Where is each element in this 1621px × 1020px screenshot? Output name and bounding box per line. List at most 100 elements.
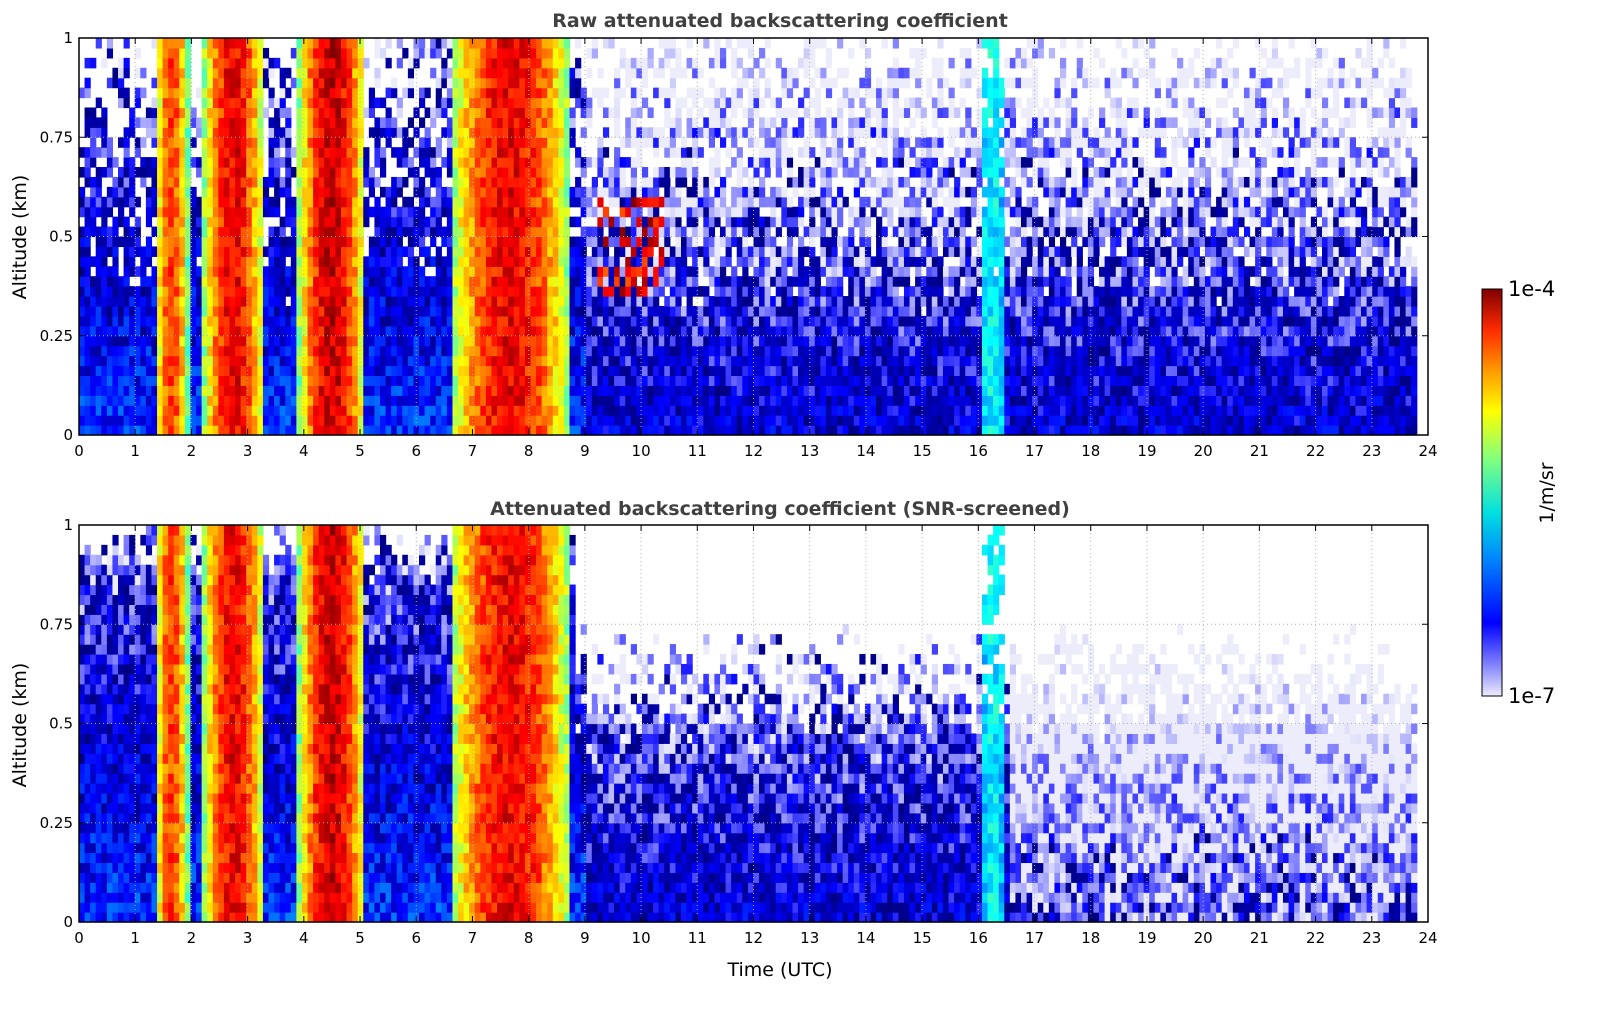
heatmap-cell xyxy=(714,97,721,109)
heatmap-cell xyxy=(268,147,275,158)
heatmap-cell xyxy=(396,395,403,406)
heatmap-cell xyxy=(547,206,554,218)
heatmap-cell xyxy=(129,425,136,436)
heatmap-cell xyxy=(240,355,247,367)
heatmap-cell xyxy=(352,38,359,49)
heatmap-cell xyxy=(636,256,643,267)
heatmap-cell xyxy=(630,335,637,347)
heatmap-cell xyxy=(313,147,320,158)
heatmap-cell xyxy=(340,425,348,436)
heatmap-cell xyxy=(853,425,860,436)
heatmap-cell xyxy=(201,167,208,178)
heatmap-cell xyxy=(162,315,169,327)
heatmap-cell xyxy=(173,97,180,109)
heatmap-cell xyxy=(123,266,130,277)
heatmap-cell xyxy=(424,147,431,158)
heatmap-cell xyxy=(524,296,532,307)
heatmap-cell xyxy=(636,395,643,406)
heatmap-cell xyxy=(742,375,749,386)
heatmap-cell xyxy=(519,335,526,347)
heatmap-cell xyxy=(435,405,442,416)
heatmap-cell xyxy=(736,176,743,188)
heatmap-cell xyxy=(563,147,571,158)
heatmap-cell xyxy=(318,395,325,406)
heatmap-cell xyxy=(385,236,392,248)
heatmap-cell xyxy=(664,176,671,188)
heatmap-cell xyxy=(876,107,883,118)
heatmap-cell xyxy=(301,117,309,128)
heatmap-cell xyxy=(820,405,827,416)
heatmap-cell xyxy=(597,286,604,297)
heatmap-cell xyxy=(262,67,270,79)
heatmap-cell xyxy=(184,395,192,406)
heatmap-cell xyxy=(274,196,281,208)
heatmap-cell xyxy=(524,266,532,277)
heatmap-cell xyxy=(619,57,626,69)
heatmap-cell xyxy=(653,345,660,357)
heatmap-cell xyxy=(798,216,805,228)
heatmap-cell xyxy=(552,355,559,367)
heatmap-cell xyxy=(184,425,192,436)
heatmap-cell xyxy=(173,345,180,357)
heatmap-cell xyxy=(296,315,303,327)
heatmap-cell xyxy=(569,186,576,198)
heatmap-cell xyxy=(391,87,398,99)
heatmap-cell xyxy=(396,226,403,238)
heatmap-cell xyxy=(770,186,777,198)
heatmap-cell xyxy=(647,266,654,277)
heatmap-cell xyxy=(502,296,509,307)
heatmap-cell xyxy=(106,296,114,307)
heatmap-cell xyxy=(374,47,381,59)
heatmap-cell xyxy=(558,117,565,128)
heatmap-cell xyxy=(708,117,716,128)
heatmap-cell xyxy=(262,395,270,406)
heatmap-cell xyxy=(168,405,175,416)
heatmap-cell xyxy=(558,47,565,59)
heatmap-cell xyxy=(619,236,626,248)
heatmap-cell xyxy=(859,127,866,138)
heatmap-cell xyxy=(519,216,526,228)
heatmap-cell xyxy=(625,415,632,426)
heatmap-cell xyxy=(536,38,543,49)
heatmap-cell xyxy=(168,266,175,277)
heatmap-cell xyxy=(697,246,704,257)
heatmap-cell xyxy=(79,296,86,307)
heatmap-cell xyxy=(714,87,721,99)
heatmap-cell xyxy=(229,425,236,436)
heatmap-cell xyxy=(380,395,387,406)
heatmap-cell xyxy=(463,226,470,238)
heatmap-cell xyxy=(781,256,788,267)
heatmap-cell xyxy=(536,87,543,99)
heatmap-cell xyxy=(575,345,582,357)
heatmap-cell xyxy=(508,117,515,128)
heatmap-cell xyxy=(318,296,325,307)
heatmap-cell xyxy=(157,335,164,347)
heatmap-cell xyxy=(485,186,493,198)
heatmap-cell xyxy=(569,246,576,257)
heatmap-cell xyxy=(307,266,314,277)
heatmap-cell xyxy=(552,415,559,426)
heatmap-cell xyxy=(680,206,688,218)
heatmap-cell xyxy=(301,107,309,118)
heatmap-cell xyxy=(179,236,186,248)
heatmap-cell xyxy=(106,415,114,426)
heatmap-cell xyxy=(519,147,526,158)
heatmap-cell xyxy=(558,196,565,208)
heatmap-cell xyxy=(647,395,654,406)
heatmap-cell xyxy=(881,296,888,307)
heatmap-cell xyxy=(212,77,219,89)
heatmap-cell xyxy=(162,405,169,416)
heatmap-cell xyxy=(151,375,158,386)
heatmap-cell xyxy=(391,425,398,436)
heatmap-cell xyxy=(725,395,732,406)
heatmap-cell xyxy=(435,206,442,218)
heatmap-cell xyxy=(608,216,615,228)
heatmap-cell xyxy=(625,365,632,377)
heatmap-cell xyxy=(591,296,598,307)
heatmap-cell xyxy=(563,325,571,337)
heatmap-cell xyxy=(736,87,743,99)
heatmap-cell xyxy=(95,345,102,357)
heatmap-cell xyxy=(636,57,643,69)
heatmap-cell xyxy=(240,107,247,118)
heatmap-cell xyxy=(396,186,403,198)
